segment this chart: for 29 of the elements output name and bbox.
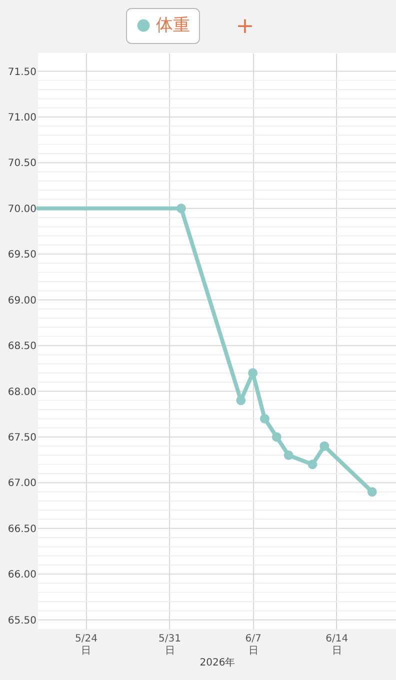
legend-label: 体重 bbox=[156, 16, 190, 36]
y-tick-label: 66.00 bbox=[8, 570, 36, 581]
point bbox=[272, 432, 282, 442]
point bbox=[320, 441, 330, 451]
y-tick-label: 65.50 bbox=[8, 615, 36, 626]
point bbox=[260, 414, 270, 424]
x-tick-label: 6/14 日 bbox=[326, 634, 348, 656]
y-tick-label: 68.00 bbox=[8, 386, 36, 398]
y-tick-label: 69.50 bbox=[8, 250, 36, 261]
point bbox=[236, 396, 246, 406]
y-tick-label: 70.00 bbox=[8, 204, 36, 215]
point bbox=[284, 450, 294, 460]
point bbox=[248, 368, 258, 378]
y-tick-label: 70.50 bbox=[8, 158, 36, 170]
y-tick-label: 66.50 bbox=[8, 524, 36, 535]
point bbox=[367, 487, 377, 497]
point bbox=[176, 204, 186, 214]
y-tick-label: 67.50 bbox=[8, 432, 36, 444]
y-tick-label: 69.00 bbox=[8, 295, 36, 306]
x-tick-label: 6/7 日 bbox=[245, 634, 262, 656]
point bbox=[308, 460, 318, 470]
x-axis-title: 2026年 bbox=[200, 656, 236, 668]
y-tick-label: 67.00 bbox=[8, 478, 36, 490]
y-tick-label: 71.00 bbox=[8, 112, 36, 124]
y-tick-label: 71.50 bbox=[8, 66, 36, 78]
y-tick-label: 68.50 bbox=[8, 341, 36, 352]
x-tick-label: 5/31 日 bbox=[158, 634, 181, 656]
text: + bbox=[236, 14, 254, 39]
x-tick-label: 5/24 日 bbox=[75, 634, 98, 656]
